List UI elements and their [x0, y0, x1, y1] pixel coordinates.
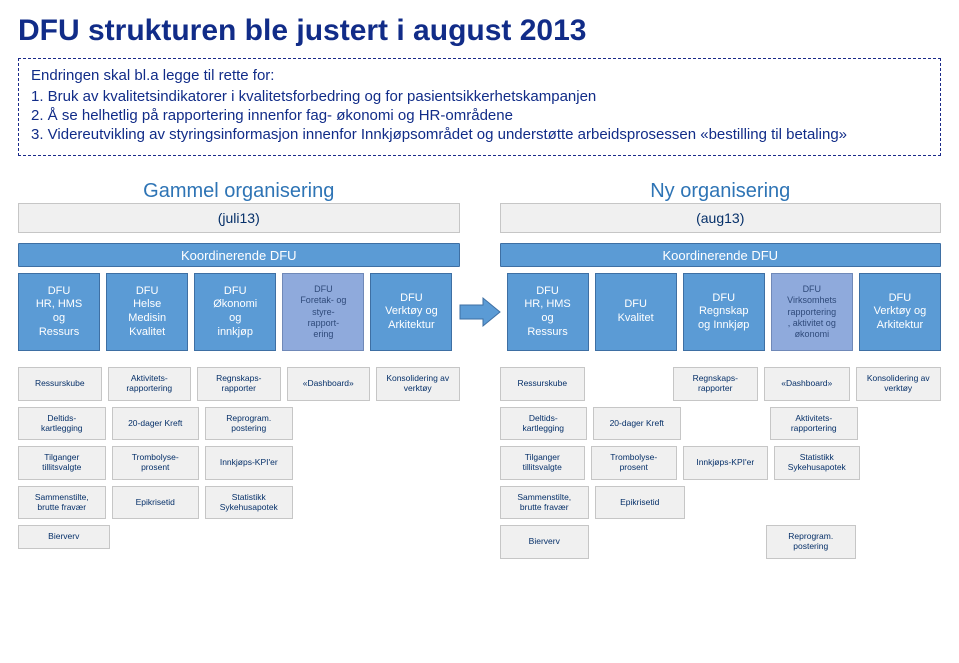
sub-box: Aktivitets- rapportering: [108, 367, 192, 401]
intro-item-1: 1. Bruk av kvalitetsindikatorer i kvalit…: [31, 88, 928, 105]
sub-box: 20-dager Kreft: [112, 407, 200, 441]
new-koord: Koordinerende DFU: [500, 243, 942, 267]
dfu-box: DFU Foretak- og styre- rapport- ering: [282, 273, 364, 351]
intro-box: Endringen skal bl.a legge til rette for:…: [18, 58, 941, 156]
sub-row: Tilganger tillitsvalgteTrombolyse- prose…: [500, 446, 942, 480]
sub-box: Regnskaps- rapporter: [197, 367, 281, 401]
old-org-label: Gammel organisering (juli13): [18, 180, 460, 233]
intro-item-3: 3. Videreutvikling av styringsinformasjo…: [31, 126, 928, 143]
sub-box: 20-dager Kreft: [593, 407, 681, 441]
sub-box: Deltids- kartlegging: [18, 407, 106, 441]
sub-box: Sammenstilte, brutte fravær: [18, 486, 106, 520]
new-dfus: DFU HR, HMS og RessursDFU KvalitetDFU Re…: [507, 273, 942, 351]
sub-box: Innkjøps-KPI'er: [683, 446, 769, 480]
org-labels: Gammel organisering (juli13) Ny organise…: [18, 174, 941, 237]
dfu-box: DFU Regnskap og Innkjøp: [683, 273, 765, 351]
page-title: DFU strukturen ble justert i august 2013: [18, 14, 941, 48]
intro-lead: Endringen skal bl.a legge til rette for:: [31, 67, 928, 84]
sub-box: Bierverv: [18, 525, 110, 549]
sub-row: Deltids- kartlegging20-dager KreftReprog…: [18, 407, 460, 441]
sub-box: Statistikk Sykehusapotek: [774, 446, 860, 480]
sub-row: Bierverv Reprogram. postering: [500, 525, 942, 559]
old-org-label-text: Gammel organisering: [143, 180, 334, 202]
new-sub-grid: Ressurskube Regnskaps- rapporter«Dashboar…: [500, 367, 942, 559]
sub-row: Sammenstilte, brutte fraværEpikrisetidSt…: [18, 486, 460, 520]
dfu-box: DFU Helse Medisin Kvalitet: [106, 273, 188, 351]
koord-row: Koordinerende DFU Koordinerende DFU: [18, 243, 941, 267]
sub-row: Tilganger tillitsvalgteTrombolyse- prose…: [18, 446, 460, 480]
sub-row: Ressurskube Regnskaps- rapporter«Dashboar…: [500, 367, 942, 401]
sub-box: Tilganger tillitsvalgte: [500, 446, 586, 480]
sub-row: RessurskubeAktivitets- rapporteringRegns…: [18, 367, 460, 401]
sub-box: Konsolidering av verktøy: [376, 367, 460, 401]
sub-grid: RessurskubeAktivitets- rapporteringRegns…: [18, 367, 941, 559]
sub-box: Trombolyse- prosent: [591, 446, 677, 480]
sub-row: Deltids- kartlegging20-dager Kreft Aktivi…: [500, 407, 942, 441]
sub-box: Trombolyse- prosent: [112, 446, 200, 480]
dfu-box: DFU Verktøy og Arkitektur: [370, 273, 452, 351]
dfu-box: DFU HR, HMS og Ressurs: [507, 273, 589, 351]
dfu-box: DFU Virksomhets rapportering , aktivitet…: [771, 273, 853, 351]
sub-box: Ressurskube: [18, 367, 102, 401]
new-org-label: Ny organisering (aug13): [500, 180, 942, 233]
sub-row: Sammenstilte, brutte fraværEpikrisetid: [500, 486, 942, 520]
sub-box: Sammenstilte, brutte fravær: [500, 486, 590, 520]
sub-box: Epikrisetid: [595, 486, 685, 520]
dfu-row: DFU HR, HMS og RessursDFU Helse Medisin …: [18, 273, 941, 351]
sub-box: Epikrisetid: [112, 486, 200, 520]
sub-box: Regnskaps- rapporter: [673, 367, 759, 401]
new-org-label-sub: (aug13): [500, 203, 942, 233]
intro-item-2: 2. Å se helhetlig på rapportering innenf…: [31, 107, 928, 124]
old-koord: Koordinerende DFU: [18, 243, 460, 267]
sub-box: Aktivitets- rapportering: [770, 407, 858, 441]
sub-row: Bierverv: [18, 525, 460, 549]
dfu-box: DFU Økonomi og innkjøp: [194, 273, 276, 351]
sub-box: Bierverv: [500, 525, 590, 559]
dfu-box: DFU HR, HMS og Ressurs: [18, 273, 100, 351]
sub-box: «Dashboard»: [287, 367, 371, 401]
sub-box: Konsolidering av verktøy: [856, 367, 942, 401]
sub-box: Innkjøps-KPI'er: [205, 446, 293, 480]
sub-box: Statistikk Sykehusapotek: [205, 486, 293, 520]
old-org-label-sub: (juli13): [18, 203, 460, 233]
sub-box: Reprogram. postering: [766, 525, 856, 559]
sub-box: Tilganger tillitsvalgte: [18, 446, 106, 480]
sub-box: «Dashboard»: [764, 367, 850, 401]
sub-box: Reprogram. postering: [205, 407, 293, 441]
dfu-box: DFU Kvalitet: [595, 273, 677, 351]
sub-box: Ressurskube: [500, 367, 586, 401]
dfu-box: DFU Verktøy og Arkitektur: [859, 273, 941, 351]
old-dfus: DFU HR, HMS og RessursDFU Helse Medisin …: [18, 273, 453, 351]
old-sub-grid: RessurskubeAktivitets- rapporteringRegns…: [18, 367, 460, 559]
arrow-icon: [459, 273, 501, 351]
new-org-label-text: Ny organisering: [650, 180, 790, 202]
sub-box: Deltids- kartlegging: [500, 407, 588, 441]
